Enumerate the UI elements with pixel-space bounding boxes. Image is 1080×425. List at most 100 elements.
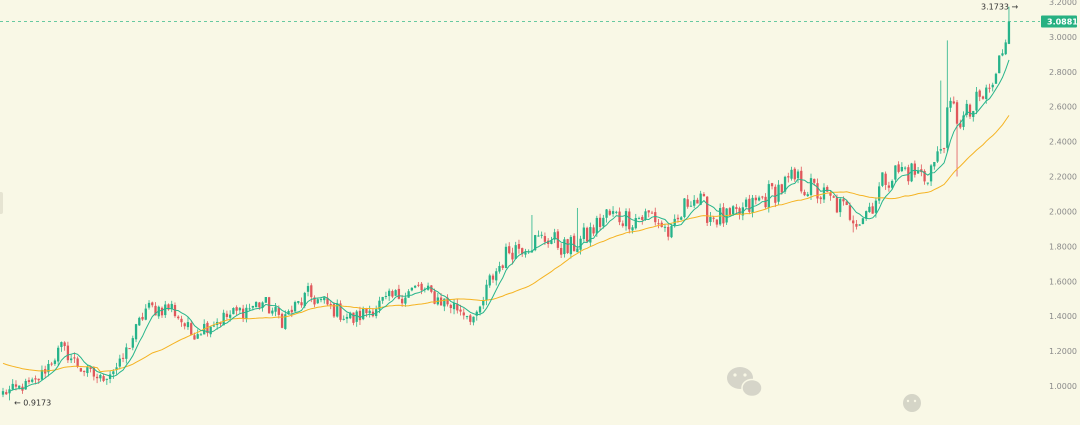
- candle: [404, 292, 407, 307]
- candle-body: [852, 220, 855, 224]
- candle: [430, 285, 433, 294]
- y-tick-label: 1.6000: [1049, 277, 1077, 286]
- candle: [11, 379, 14, 391]
- candle: [316, 297, 319, 304]
- candle: [407, 289, 410, 298]
- candle: [680, 216, 683, 221]
- candle-body: [1001, 53, 1004, 56]
- candle-body: [842, 199, 845, 202]
- candle-body: [459, 309, 462, 312]
- candle: [569, 235, 573, 259]
- candle-body: [936, 151, 939, 162]
- candle-body: [219, 322, 222, 324]
- current-price-label: 3.0881: [1047, 18, 1078, 27]
- candle-body: [14, 384, 18, 387]
- candle-body: [271, 310, 274, 314]
- candle-body: [910, 163, 913, 182]
- candle: [222, 309, 225, 326]
- candle-body: [728, 208, 732, 215]
- candle: [975, 86, 978, 115]
- candle: [271, 307, 274, 316]
- wechat-watermark: [727, 367, 921, 412]
- candle-body: [514, 245, 517, 259]
- candle: [641, 214, 644, 225]
- candle-body: [118, 358, 121, 367]
- candle-body: [916, 170, 920, 174]
- candle-body: [968, 104, 972, 117]
- candle: [706, 195, 709, 226]
- candle: [582, 223, 586, 242]
- candle: [832, 195, 835, 199]
- candle-body: [712, 217, 715, 219]
- candle-body: [131, 338, 134, 348]
- candle-body: [34, 378, 37, 380]
- candle-body: [400, 298, 404, 304]
- candle-body: [290, 309, 293, 313]
- y-tick-label: 2.8000: [1049, 68, 1077, 77]
- candle-body: [569, 236, 573, 255]
- candle-body: [280, 313, 284, 328]
- candle-body: [611, 211, 615, 214]
- candle-body: [657, 223, 660, 225]
- candle-body: [18, 385, 21, 388]
- candle: [456, 298, 459, 314]
- candle-body: [650, 212, 654, 214]
- candle-body: [800, 170, 803, 192]
- candle: [592, 224, 595, 237]
- candle: [31, 377, 34, 383]
- candle-body: [183, 323, 186, 327]
- candle: [183, 322, 186, 330]
- candle-body: [835, 197, 839, 213]
- candle: [913, 160, 916, 178]
- candle-body: [998, 55, 1001, 74]
- candle: [131, 335, 134, 351]
- candle: [462, 308, 465, 320]
- candle-body: [378, 300, 381, 310]
- candle: [774, 184, 777, 208]
- candle-body: [154, 305, 157, 316]
- candle: [397, 284, 401, 300]
- candle-body: [890, 180, 894, 188]
- y-tick-label: 2.6000: [1049, 103, 1077, 112]
- candle: [170, 300, 173, 313]
- candle: [650, 210, 654, 214]
- candle: [326, 293, 329, 306]
- candle: [394, 289, 397, 296]
- candle-body: [962, 115, 965, 127]
- candle-body: [644, 211, 647, 220]
- candle-body: [871, 206, 874, 214]
- candle-body: [443, 298, 446, 307]
- candle-body: [225, 313, 229, 317]
- candle-body: [368, 310, 371, 314]
- candle-body: [965, 103, 968, 115]
- candle-body: [410, 287, 414, 291]
- candle: [511, 247, 514, 265]
- candle-body: [913, 163, 916, 175]
- candle-body: [407, 291, 410, 298]
- candle: [572, 233, 576, 252]
- candle-body: [446, 297, 449, 305]
- candle-body: [86, 366, 89, 374]
- candle-body: [550, 240, 553, 244]
- candle: [848, 202, 852, 222]
- low-annotation: ← 0.9173: [14, 398, 51, 407]
- candle: [323, 297, 326, 304]
- panel-collapse-handle[interactable]: [0, 192, 3, 214]
- candle: [806, 191, 809, 197]
- candle: [209, 326, 212, 338]
- candle-body: [287, 310, 290, 315]
- candle: [696, 197, 699, 204]
- candle-body: [663, 226, 667, 228]
- candle: [598, 213, 602, 231]
- candle: [738, 206, 741, 220]
- watermark-small: [903, 394, 921, 412]
- candle-body: [134, 324, 138, 340]
- candle-body: [95, 376, 99, 379]
- candle-body: [391, 290, 394, 297]
- candle: [241, 304, 245, 322]
- candle: [890, 179, 894, 190]
- candle-body: [1, 391, 5, 395]
- candle-body: [735, 207, 738, 209]
- candle: [60, 341, 63, 352]
